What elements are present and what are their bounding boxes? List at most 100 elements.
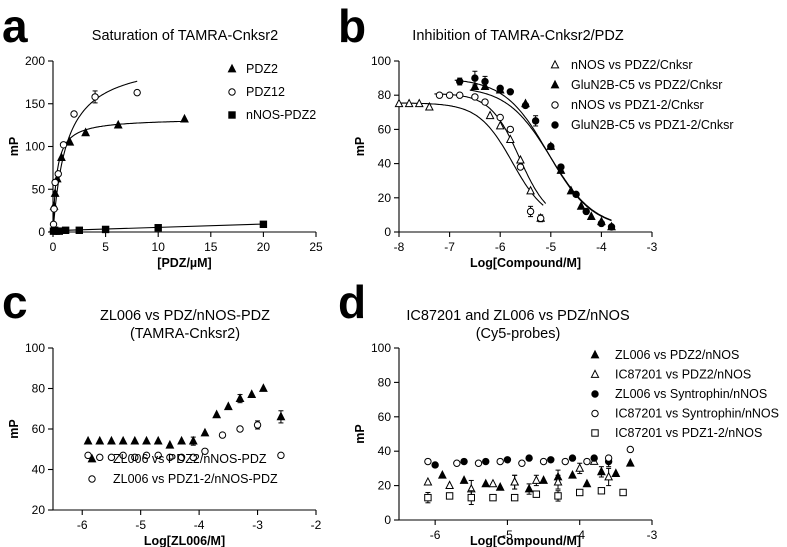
- data-point: [180, 113, 189, 123]
- data-point: [481, 478, 491, 488]
- chart-title: IC87201 and ZL006 vs PDZ/nNOS: [406, 308, 629, 324]
- y-tick-label: 100: [25, 140, 45, 154]
- data-point: [133, 88, 141, 97]
- data-point: [471, 74, 479, 82]
- y-tick-label: 60: [378, 122, 392, 136]
- data-point: [496, 457, 504, 466]
- legend-label: ZL006 vs PDZ2/nNOS: [615, 348, 739, 362]
- chart-subtitle: (TAMRA-Cnksr2): [130, 326, 240, 342]
- legend-marker: [551, 121, 559, 129]
- data-point: [212, 409, 222, 419]
- legend-label: nNOS vs PDZ1-2/Cnksr: [571, 98, 704, 112]
- data-point: [154, 224, 162, 232]
- data-point: [394, 98, 404, 108]
- data-point: [586, 211, 596, 220]
- x-tick-label: 20: [257, 240, 271, 254]
- y-tick-label: 200: [25, 54, 45, 68]
- x-tick-label: 10: [152, 240, 166, 254]
- data-point: [485, 110, 495, 120]
- data-point: [510, 476, 520, 486]
- data-point: [113, 119, 123, 129]
- legend-marker: [590, 369, 600, 378]
- y-tick-label: 100: [25, 341, 45, 355]
- data-point: [437, 469, 447, 479]
- legend-marker: [591, 409, 599, 418]
- data-point: [531, 475, 541, 484]
- y-tick-label: 100: [371, 54, 391, 68]
- x-tick-label: -6: [430, 528, 441, 542]
- legend-label: ZL006 vs PDZ1-2/nNOS-PDZ: [113, 472, 278, 486]
- data-point: [177, 435, 186, 445]
- x-tick-label: 25: [309, 240, 323, 254]
- data-point: [604, 454, 613, 462]
- data-point: [625, 457, 635, 467]
- x-axis-label: Log[ZL006/M]: [144, 534, 225, 547]
- data-point: [596, 466, 606, 476]
- data-point: [460, 457, 468, 466]
- y-tick-label: 150: [25, 97, 45, 111]
- data-point: [489, 493, 497, 502]
- data-point: [503, 456, 512, 464]
- data-point: [597, 219, 606, 228]
- series-0: [83, 383, 286, 449]
- x-tick-label: -4: [574, 528, 585, 542]
- data-point: [445, 480, 455, 489]
- data-point: [526, 207, 535, 216]
- y-axis-label: mP: [7, 137, 21, 156]
- data-point: [532, 490, 541, 498]
- data-point: [431, 461, 439, 469]
- legend-marker: [227, 63, 237, 73]
- y-tick-label: 50: [32, 182, 46, 196]
- panel-letter-a: a: [2, 0, 28, 52]
- data-point: [235, 393, 245, 403]
- data-point: [506, 88, 515, 96]
- data-point: [536, 214, 545, 223]
- data-point: [81, 127, 91, 137]
- data-point: [456, 91, 464, 99]
- fit-curve-2: [434, 93, 547, 204]
- data-point: [471, 93, 479, 101]
- series-2: [435, 91, 545, 223]
- data-point: [188, 435, 198, 445]
- data-point: [424, 101, 434, 111]
- data-point: [561, 457, 569, 466]
- chart-title: Inhibition of TAMRA-Cnksr2/PDZ: [412, 28, 624, 44]
- series-1: [423, 456, 614, 499]
- fit-curve-1: [52, 80, 138, 233]
- x-tick-label: -2: [311, 518, 322, 532]
- data-point: [91, 93, 99, 101]
- data-point: [142, 451, 151, 460]
- data-point: [119, 451, 127, 460]
- x-tick-label: 5: [102, 240, 109, 254]
- fit-curve-0: [398, 102, 544, 206]
- legend-marker: [88, 475, 96, 483]
- chart-panel-d: IC87201 and ZL006 vs PDZ/nNOS (Cy5-probes…: [353, 308, 779, 547]
- x-axis-label: Log[Compound/M]: [470, 256, 581, 270]
- y-tick-label: 80: [378, 88, 392, 102]
- data-point: [575, 463, 585, 472]
- y-tick-label: 20: [32, 503, 46, 517]
- data-point: [568, 454, 577, 462]
- data-point: [590, 454, 598, 462]
- data-point: [518, 459, 526, 467]
- legend-label: PDZ2: [246, 62, 278, 76]
- series-4: [424, 487, 627, 506]
- data-point: [101, 225, 110, 234]
- data-point: [55, 227, 64, 235]
- y-tick-label: 80: [32, 382, 46, 396]
- series-1: [49, 88, 141, 229]
- series-3: [424, 445, 635, 467]
- data-point: [557, 163, 565, 171]
- data-point: [453, 459, 461, 467]
- x-tick-label: -5: [502, 528, 513, 542]
- data-point: [445, 492, 454, 500]
- data-point: [488, 478, 498, 488]
- data-point: [65, 136, 75, 146]
- series-2: [49, 220, 268, 235]
- legend-label: PDZ12: [246, 85, 285, 99]
- panel-letter-c: c: [2, 276, 28, 328]
- data-point: [566, 185, 576, 195]
- chart-panel-b: Inhibition of TAMRA-Cnksr2/PDZ -8 -7 -6 -5 -4…: [353, 28, 734, 270]
- data-point: [495, 120, 505, 130]
- legend-marker: [591, 390, 599, 398]
